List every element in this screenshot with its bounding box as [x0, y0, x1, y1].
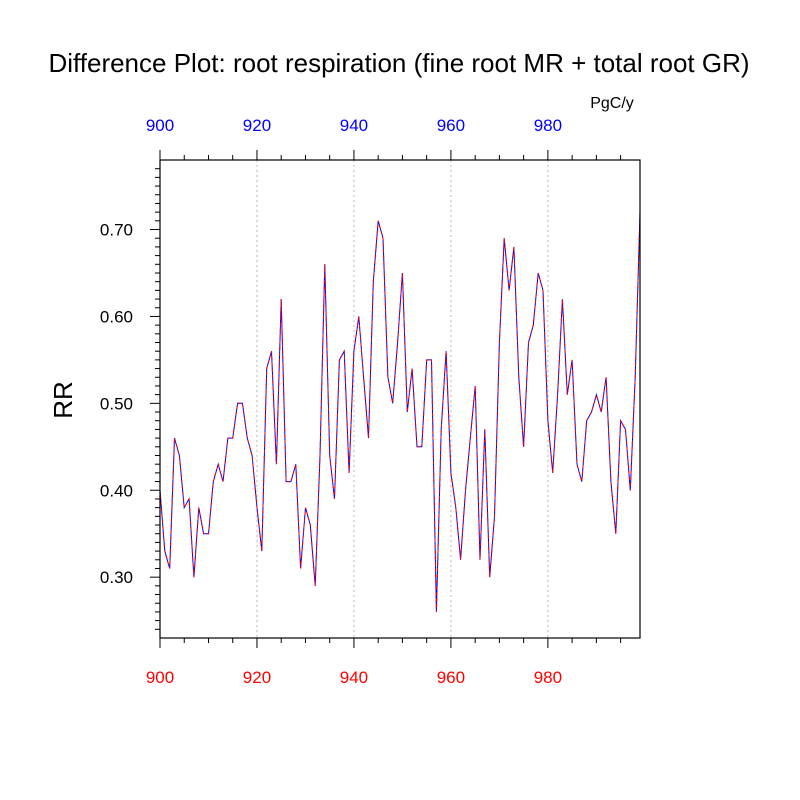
data-series	[159, 212, 641, 612]
x-tick-label-bottom-980: 980	[534, 668, 562, 687]
y-tick-label-0.40: 0.40	[100, 481, 133, 500]
x-tick-label-top-920: 920	[243, 116, 271, 135]
x-tick-label-top-960: 960	[437, 116, 465, 135]
x-tick-label-bottom-900: 900	[146, 668, 174, 687]
x-tick-label-bottom-940: 940	[340, 668, 368, 687]
y-tick-label-0.60: 0.60	[100, 307, 133, 326]
plot-frame	[159, 159, 641, 639]
tick-marks	[150, 150, 622, 648]
x-tick-label-bottom-920: 920	[243, 668, 271, 687]
y-axis-label: RR	[48, 381, 78, 419]
series-line-a-0	[159, 212, 641, 612]
x-tick-label-top-900: 900	[146, 116, 174, 135]
units-label: PgC/y	[590, 95, 634, 112]
x-tick-label-bottom-960: 960	[437, 668, 465, 687]
x-tick-label-top-980: 980	[534, 116, 562, 135]
series-line-b-0	[159, 212, 641, 612]
y-tick-label-0.70: 0.70	[100, 221, 133, 240]
y-tick-label-0.30: 0.30	[100, 568, 133, 587]
tick-labels: 900 920 940 960 980 900 920 940 960 980 0.30 0.40 0.…	[100, 116, 562, 687]
y-tick-label-0.50: 0.50	[100, 394, 133, 413]
x-tick-label-top-940: 940	[340, 116, 368, 135]
chart-title: Difference Plot: root respiration (fine …	[48, 48, 749, 78]
